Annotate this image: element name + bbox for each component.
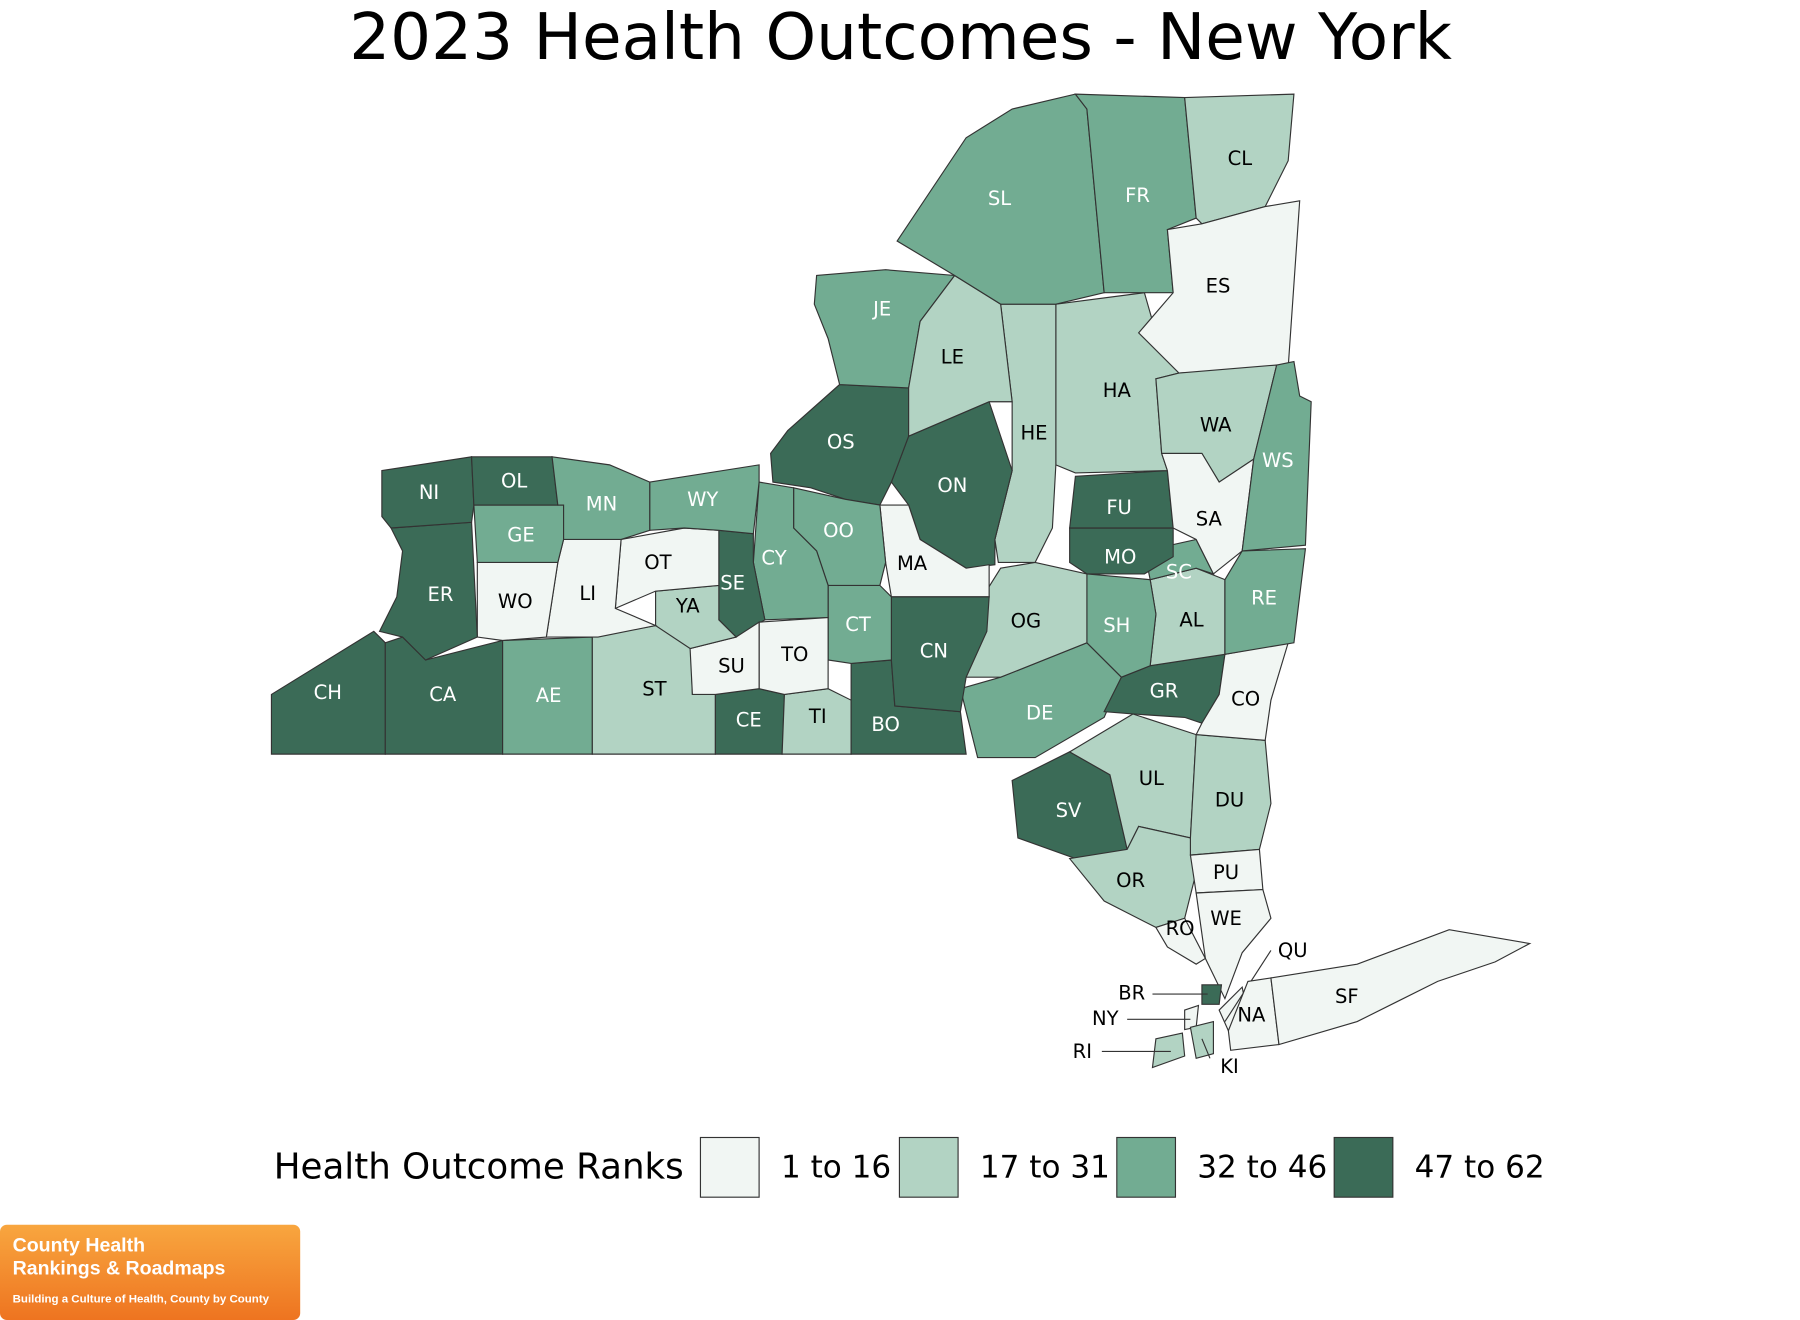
county-label: SH <box>1103 614 1130 637</box>
legend-swatch <box>1333 1136 1394 1198</box>
county <box>378 521 478 661</box>
county <box>1195 642 1289 741</box>
county-label: RI <box>1073 1040 1092 1063</box>
county-label: RO <box>1166 917 1195 940</box>
county <box>1201 984 1223 1005</box>
legend-label: 32 to 46 <box>1197 1150 1327 1186</box>
county-label: RE <box>1251 587 1277 610</box>
county-label: KI <box>1220 1055 1239 1078</box>
county-label: ST <box>642 677 666 700</box>
county <box>1151 1032 1186 1069</box>
county-label: CE <box>736 708 762 731</box>
county-label: PU <box>1213 861 1239 884</box>
county-label: SL <box>988 187 1011 210</box>
county <box>1270 929 1532 1046</box>
county-label: CH <box>314 681 342 704</box>
county-label: SC <box>1166 560 1192 583</box>
legend-title: Health Outcome Ranks <box>274 1147 684 1188</box>
county-label: OG <box>1011 610 1042 633</box>
county-label: OR <box>1116 869 1145 892</box>
county-label: TI <box>808 705 827 728</box>
logo-line: County Health <box>13 1235 145 1257</box>
legend-swatch <box>1116 1136 1177 1198</box>
county-label: OO <box>823 519 854 542</box>
county-label: AE <box>536 684 562 707</box>
county-label: SA <box>1196 507 1223 530</box>
county-label: JE <box>871 297 891 320</box>
county <box>879 504 990 598</box>
county-label: CY <box>761 547 786 570</box>
legend-label: 47 to 62 <box>1415 1150 1545 1186</box>
county-label: HE <box>1020 421 1047 444</box>
county <box>890 596 990 713</box>
county-label: CT <box>845 613 871 636</box>
county-label: SE <box>720 572 745 595</box>
county-label: GE <box>507 524 534 547</box>
county-label: MA <box>897 552 928 575</box>
county-label: WO <box>498 590 533 613</box>
county-label: ON <box>937 474 967 497</box>
county-label: LE <box>941 346 964 369</box>
county-label: SV <box>1056 799 1082 822</box>
leader-line <box>1201 1038 1211 1059</box>
county <box>1224 548 1307 655</box>
county-label: CL <box>1228 147 1253 170</box>
logo-background <box>0 1224 301 1320</box>
logo-tagline: Building a Culture of Health, County by … <box>13 1293 270 1305</box>
county <box>1241 360 1312 552</box>
county-label: MN <box>586 493 617 516</box>
county-label: HA <box>1103 379 1132 402</box>
county-label: SF <box>1335 985 1359 1008</box>
county-label: OS <box>827 431 855 454</box>
county <box>1160 452 1255 575</box>
county-label: WE <box>1210 907 1242 930</box>
county-label: TO <box>780 643 808 666</box>
county-label: MO <box>1104 545 1136 568</box>
county-label: BR <box>1118 982 1145 1005</box>
legend-label: 17 to 31 <box>980 1150 1110 1186</box>
county-label: GR <box>1150 680 1179 703</box>
county-label: CA <box>429 683 457 706</box>
county-label: WY <box>687 488 718 511</box>
county <box>649 464 760 535</box>
legend-swatch <box>699 1136 760 1198</box>
county <box>551 456 651 541</box>
logo: County Health Rankings & Roadmaps Buildi… <box>0 1224 301 1320</box>
legend-swatch <box>898 1136 959 1198</box>
county-label: NA <box>1237 1003 1266 1026</box>
legend-label: 1 to 16 <box>781 1150 891 1186</box>
county-label: DU <box>1215 789 1244 812</box>
county-label: WS <box>1262 449 1294 472</box>
county <box>994 303 1057 564</box>
county-label: NY <box>1092 1007 1119 1030</box>
county-label: BO <box>871 713 899 736</box>
county-label: ES <box>1206 274 1231 297</box>
legend: Health Outcome Ranks 1 to 16 17 to 31 32 t… <box>274 1136 1545 1198</box>
county-label: NI <box>419 481 439 504</box>
county-label: FR <box>1125 184 1150 207</box>
county-label: FU <box>1106 496 1132 519</box>
county-label: DE <box>1026 701 1053 724</box>
logo-line: Rankings & Roadmaps <box>13 1258 226 1280</box>
county-label: QU <box>1278 939 1308 962</box>
county-label: ER <box>428 583 454 606</box>
map-title: 2023 Health Outcomes - New York <box>349 0 1452 75</box>
county-label: LI <box>579 582 596 605</box>
county-label: CO <box>1231 688 1260 711</box>
county-label: SU <box>718 654 745 677</box>
county-label: AL <box>1179 608 1203 631</box>
county-label: WA <box>1200 413 1232 436</box>
county-layer: CH CA AE ST CE TI BO DE SV UL OR DU PU WE RO GR CO AL SH SC… <box>270 93 1532 1078</box>
county-label: UL <box>1139 767 1164 790</box>
county-label: YA <box>675 595 700 618</box>
county <box>1155 917 1207 965</box>
county-label: CN <box>920 639 948 662</box>
county-label: OL <box>501 470 527 493</box>
county-label: OT <box>644 551 671 574</box>
